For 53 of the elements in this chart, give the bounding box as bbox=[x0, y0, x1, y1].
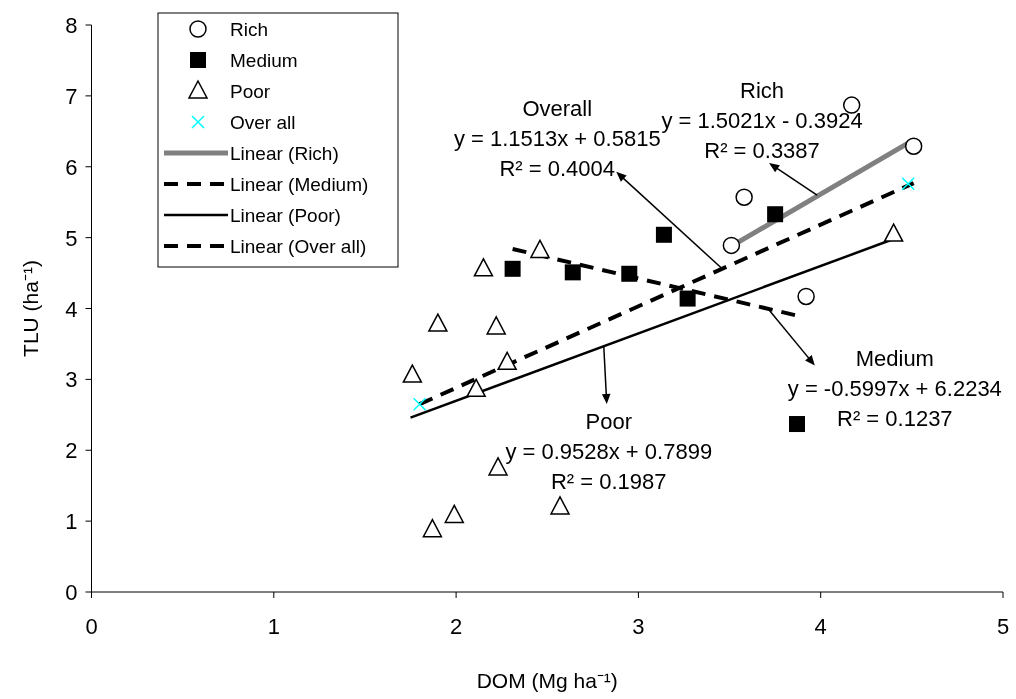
point bbox=[444, 504, 465, 524]
y-tick-label: 2 bbox=[65, 438, 78, 464]
annotation: Overall y = 1.1513x + 0.5815 R² = 0.4004 bbox=[453, 95, 661, 181]
x-tick-label: 5 bbox=[996, 614, 1010, 639]
x-tick-label: 2 bbox=[449, 614, 463, 639]
y-tick-label: 8 bbox=[65, 13, 78, 38]
y-tick-label: 5 bbox=[65, 225, 78, 251]
point bbox=[412, 397, 427, 411]
point bbox=[422, 518, 443, 538]
annotation: Rich y = 1.5021x - 0.3924 R² = 0.3387 bbox=[661, 78, 863, 164]
point bbox=[621, 265, 638, 282]
point bbox=[767, 206, 784, 223]
point bbox=[564, 264, 581, 281]
point bbox=[842, 96, 861, 114]
y-tick-label: 1 bbox=[65, 509, 78, 535]
y-tick-label: 7 bbox=[65, 83, 78, 109]
point bbox=[530, 239, 550, 259]
legend-label: Rich bbox=[230, 19, 269, 40]
annotation: Poor y = 0.9528x + 0.7899 R² = 0.1987 bbox=[505, 409, 713, 495]
point bbox=[402, 364, 423, 383]
y-tick-label: 6 bbox=[65, 154, 78, 180]
point bbox=[904, 137, 923, 155]
y-tick-label: 3 bbox=[65, 367, 78, 393]
point bbox=[722, 236, 741, 255]
legend-label: Medium bbox=[230, 50, 298, 71]
legend-label: Linear (Medium) bbox=[230, 174, 369, 195]
legend-label: Poor bbox=[230, 81, 271, 102]
legend-label: Linear (Over all) bbox=[230, 236, 367, 257]
x-tick-label: 4 bbox=[814, 614, 827, 639]
point bbox=[428, 313, 448, 332]
legend-label: Over all bbox=[230, 112, 296, 133]
point bbox=[679, 290, 696, 307]
point bbox=[789, 416, 805, 433]
point bbox=[550, 496, 570, 515]
y-axis-title: TLU (ha⁻¹) bbox=[19, 260, 42, 357]
point bbox=[901, 177, 915, 191]
point bbox=[797, 287, 815, 306]
x-tick-label: 0 bbox=[85, 614, 98, 639]
point bbox=[735, 188, 753, 206]
legend-label: Linear (Poor) bbox=[230, 205, 341, 226]
point bbox=[504, 260, 521, 277]
x-axis-title: DOM (Mg ha⁻¹) bbox=[476, 669, 618, 692]
annotation: Medium y = -0.5997x + 6.2234 R² = 0.1237 bbox=[787, 345, 1002, 431]
point bbox=[473, 258, 494, 277]
y-tick-label: 4 bbox=[65, 296, 78, 322]
x-tick-label: 1 bbox=[267, 614, 280, 639]
point bbox=[486, 316, 506, 335]
legend-label: Linear (Rich) bbox=[230, 143, 339, 164]
x-tick-label: 3 bbox=[632, 614, 645, 639]
point bbox=[497, 351, 517, 371]
point bbox=[883, 223, 904, 242]
point bbox=[466, 378, 486, 398]
y-tick-label: 0 bbox=[65, 580, 78, 605]
